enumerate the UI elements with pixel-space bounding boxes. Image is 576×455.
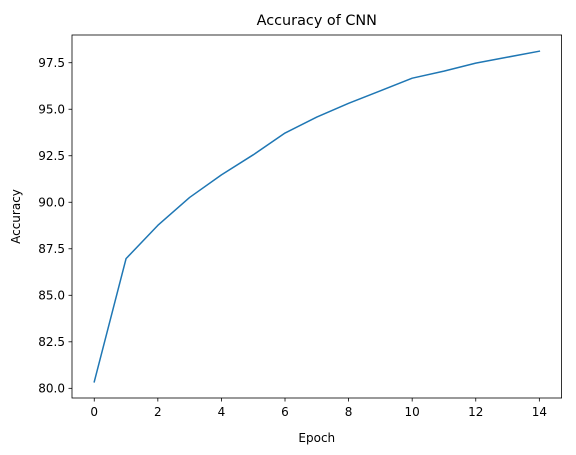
plot-frame [71, 34, 563, 399]
x-tick-label: 14 [532, 405, 547, 419]
x-tick-label: 6 [281, 405, 289, 419]
y-axis-ticks: 80.0 82.5 85.0 87.5 90.0 92.5 95.0 97.5 [38, 56, 72, 396]
x-tick-label: 0 [90, 405, 98, 419]
y-tick-label: 90.0 [38, 196, 65, 210]
series-layer [93, 50, 541, 383]
y-axis-label: Accuracy [9, 189, 23, 244]
x-tick-label: 4 [218, 405, 226, 419]
y-tick-label: 82.5 [38, 335, 65, 349]
x-tick-label: 8 [345, 405, 353, 419]
y-tick-label: 97.5 [38, 56, 65, 70]
x-tick-label: 12 [468, 405, 483, 419]
y-tick-label: 87.5 [38, 242, 65, 256]
y-tick-label: 80.0 [38, 382, 65, 396]
x-axis-label: Epoch [298, 431, 335, 445]
y-tick-label: 92.5 [38, 149, 65, 163]
series-line [93, 50, 541, 383]
x-tick-label: 2 [154, 405, 162, 419]
y-tick-label: 95.0 [38, 103, 65, 117]
plot-area [71, 34, 563, 399]
chart-title: Accuracy of CNN [257, 13, 377, 29]
y-tick-label: 85.0 [38, 289, 65, 303]
x-tick-label: 10 [405, 405, 420, 419]
x-axis-ticks: 0 2 4 6 8 10 12 14 [90, 398, 547, 419]
